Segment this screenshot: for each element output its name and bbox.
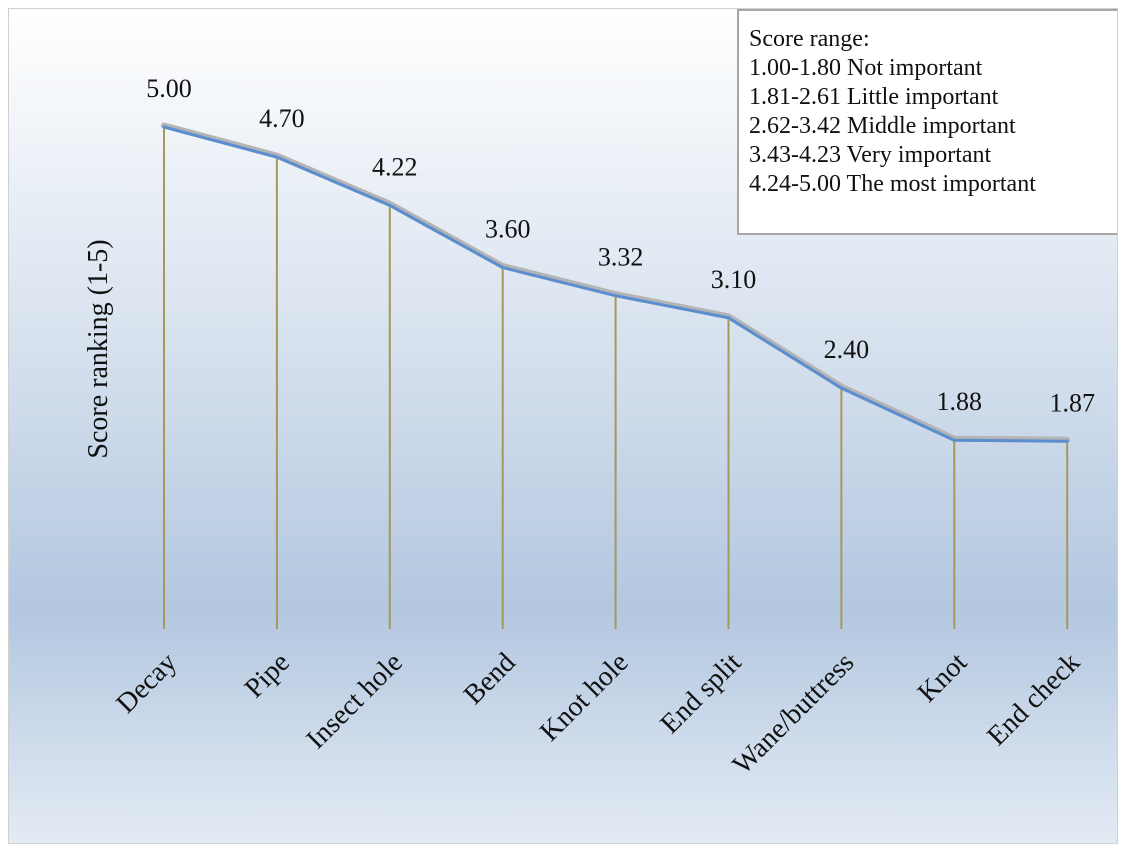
legend-item-very-important: 3.43-4.23 Very important: [749, 142, 992, 168]
x-tick-label-decay: Decay: [110, 647, 182, 719]
series-line-group: [161, 122, 1071, 443]
data-point-insect-hole: [388, 203, 392, 207]
legend-item-little-important: 1.81-2.61 Little important: [749, 84, 999, 110]
x-tick-label-insect-hole: Insect hole: [301, 647, 409, 755]
data-point-pipe: [275, 155, 279, 159]
y-axis-label: Score ranking (1-5): [83, 239, 114, 458]
legend-title: Score range:: [749, 26, 870, 52]
x-tick-label-end-split: End split: [655, 647, 748, 740]
data-point-decay: [162, 125, 166, 129]
x-tick-label-knot: Knot: [912, 647, 974, 709]
data-label-pipe: 4.70: [259, 104, 305, 133]
data-point-end-check: [1065, 439, 1069, 443]
legend-item-middle-important: 2.62-3.42 Middle important: [749, 113, 1016, 139]
x-tick-label-end-check: End check: [981, 647, 1086, 752]
data-label-decay: 5.00: [146, 74, 192, 103]
x-tick-labels: Decay Pipe Insect hole Bend Knot hole End spl…: [110, 647, 1086, 781]
data-point-knot: [952, 438, 956, 442]
data-label-knot: 1.88: [937, 387, 983, 416]
legend-item-not-important: 1.00-1.80 Not important: [749, 55, 983, 81]
data-label-end-split: 3.10: [711, 265, 757, 294]
drop-lines: [163, 127, 1069, 629]
data-label-insect-hole: 4.22: [372, 152, 418, 181]
data-labels: 5.00 4.70 4.22 3.60 3.32 3.10 2.40 1.88 1.87: [146, 74, 1095, 417]
line-chart: 5.00 4.70 4.22 3.60 3.32 3.10 2.40 1.88 1.87 Dec…: [83, 74, 1095, 781]
data-point-end-split: [727, 316, 730, 320]
data-point-wane-buttress: [839, 386, 843, 390]
x-tick-label-pipe: Pipe: [239, 647, 296, 704]
chart-frame: 5.00 4.70 4.22 3.60 3.32 3.10 2.40 1.88 1.87 Dec…: [8, 8, 1118, 844]
data-label-wane-buttress: 2.40: [824, 335, 870, 364]
x-tick-label-knot-hole: Knot hole: [534, 647, 635, 748]
data-point-bend: [501, 266, 505, 270]
data-label-end-check: 1.87: [1049, 388, 1095, 417]
legend-item-most-important: 4.24-5.00 The most important: [749, 171, 1036, 197]
data-label-bend: 3.60: [485, 215, 531, 244]
x-tick-label-wane-buttress: Wane/buttress: [727, 647, 861, 781]
x-tick-label-bend: Bend: [458, 647, 522, 711]
legend-box: Score range: 1.00-1.80 Not important 1.8…: [737, 9, 1117, 235]
data-point-knot-hole: [614, 294, 618, 298]
data-label-knot-hole: 3.32: [598, 243, 644, 272]
